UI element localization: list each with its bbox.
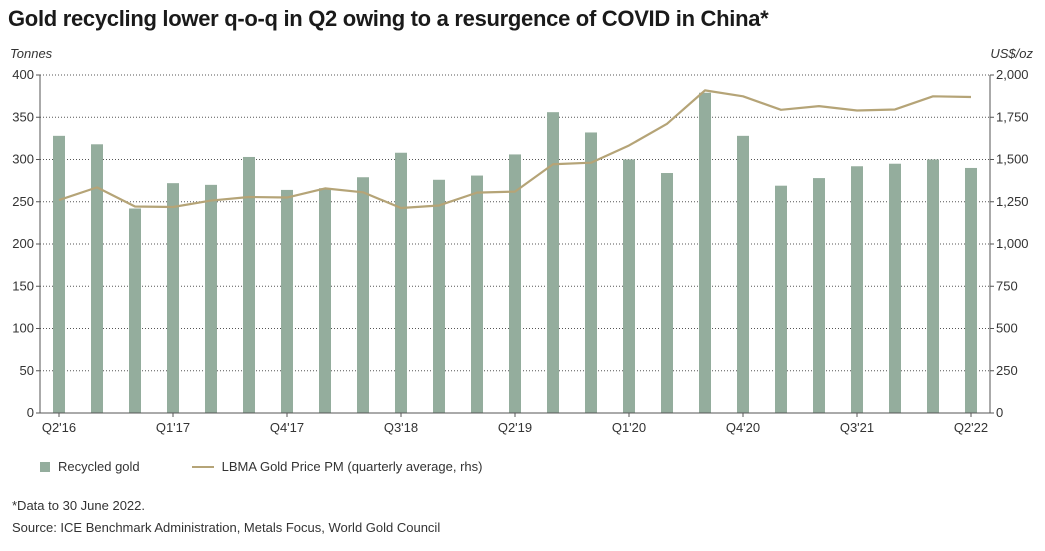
y2-tick-label: 1,250 [996,194,1029,209]
bar [357,177,369,413]
price-line [58,89,972,210]
y-tick-label: 0 [27,405,34,420]
y-tick-label: 150 [12,278,34,293]
bar [889,163,901,413]
bar [965,167,977,413]
source-note: Source: ICE Benchmark Administration, Me… [12,520,441,535]
y-tick-label: 50 [20,363,34,378]
y-tick-label: 300 [12,152,34,167]
bar [129,208,141,413]
x-tick-label: Q2'19 [498,420,532,435]
x-tick-label: Q1'17 [156,420,190,435]
bar [661,173,673,413]
x-ticks: Q2'16 Q1'17 Q4'17 Q3'18 Q2'19 Q1'20 Q4'20 Q3'21… [42,413,988,435]
y-axis-right-label: US$/oz [990,46,1033,61]
y-tick-label: 100 [12,321,34,336]
y-ticks-left: 0 50 100 150 200 250 300 350 400 [12,67,40,420]
chart-title: Gold recycling lower q-o-q in Q2 owing t… [8,6,769,31]
y-tick-label: 400 [12,67,34,82]
y-tick-label: 250 [12,194,34,209]
y2-tick-label: 1,500 [996,152,1029,167]
y2-tick-label: 0 [996,405,1003,420]
y-ticks-right: 0 250 500 750 1,000 1,250 1,500 1,750 2,000 [990,67,1029,420]
bar [737,135,749,413]
bar [547,112,559,414]
line-series [58,89,972,210]
x-tick-label: Q2'22 [954,420,988,435]
bar [319,188,331,413]
y2-tick-label: 250 [996,363,1018,378]
x-tick-label: Q3'18 [384,420,418,435]
legend: Recycled gold LBMA Gold Price PM (quarte… [40,459,482,474]
bar-series [53,92,977,414]
chart: Tonnes US$/oz 0 50 100 150 200 250 300 350 400 0… [10,46,1033,435]
bar [851,166,863,413]
x-tick-label: Q3'21 [840,420,874,435]
legend-bar-swatch [40,461,50,472]
bar [471,175,483,413]
y2-tick-label: 500 [996,321,1018,336]
bar [167,183,179,413]
bar [433,179,445,413]
bar [205,184,217,413]
x-tick-label: Q4'20 [726,420,760,435]
footnote: *Data to 30 June 2022. [12,498,145,513]
legend-line-swatch [191,465,214,468]
x-tick-label: Q2'16 [42,420,76,435]
legend-bar-label: Recycled gold [58,459,140,474]
y-tick-label: 200 [12,236,34,251]
y-tick-label: 350 [12,109,34,124]
x-tick-label: Q4'17 [270,420,304,435]
y2-tick-label: 1,000 [996,236,1029,251]
bar [281,189,293,413]
bar [509,154,521,413]
y2-tick-label: 1,750 [996,109,1029,124]
y-axis-left-label: Tonnes [10,46,53,61]
bar [927,159,939,413]
legend-line-label: LBMA Gold Price PM (quarterly average, r… [221,459,483,474]
bar [243,156,255,413]
bar [91,144,103,414]
y2-tick-label: 2,000 [996,67,1029,82]
bar [775,185,787,413]
x-tick-label: Q1'20 [612,420,646,435]
bar [395,152,407,414]
bar [813,178,825,413]
bar [585,132,597,413]
bar [623,159,635,413]
bar [53,135,65,413]
bar [699,92,711,414]
y2-tick-label: 750 [996,278,1018,293]
